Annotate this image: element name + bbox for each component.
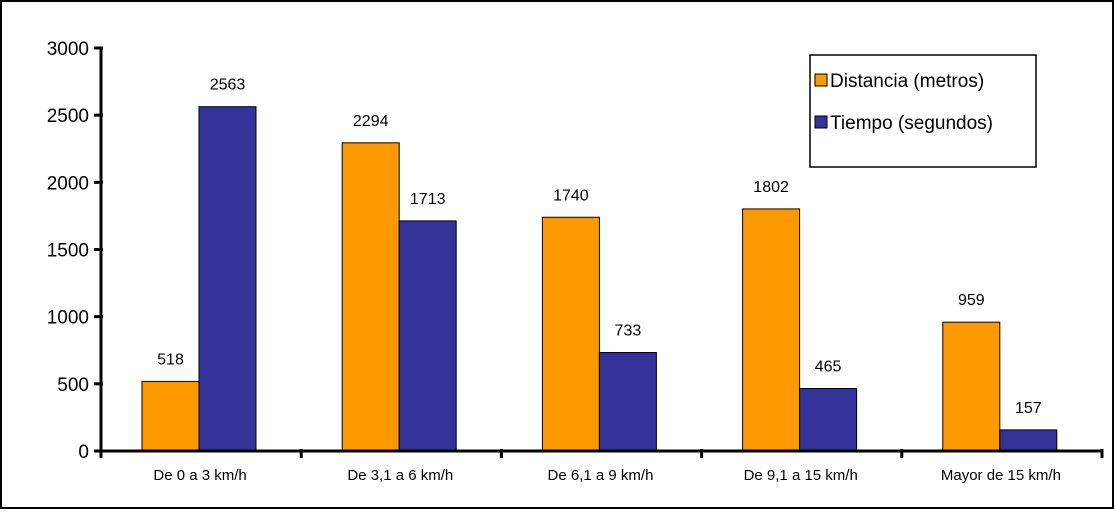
axes-layer: 0 500 1000 1500 2000 2500 3000 De 0 a 3 km/h De …: [47, 39, 1104, 484]
data-label-series1-1: 518: [157, 351, 184, 368]
data-label-series2-3: 733: [615, 323, 642, 340]
y-tick-label-5: 2000: [47, 173, 89, 194]
x-tick-label-3: De 6,1 a 9 km/h: [548, 467, 654, 484]
bar-series2-2: [398, 220, 457, 452]
y-tick-label-4: 1500: [47, 241, 89, 262]
y-tick-label-3: 1000: [47, 308, 89, 329]
legend-swatch-2: [814, 115, 828, 129]
x-tick-label-4: De 9,1 a 15 km/h: [744, 467, 858, 484]
data-label-series1-2: 2294: [353, 113, 389, 130]
bar-series2-1: [198, 106, 257, 452]
legend: Distancia (metros) Tiempo (segundos): [809, 54, 1037, 168]
bar-series1-2: [341, 142, 400, 452]
bar-series1-5: [942, 321, 1001, 452]
data-label-series2-4: 465: [815, 359, 842, 376]
bars-layer: [141, 106, 1058, 452]
legend-swatch-1: [814, 73, 828, 87]
bar-series2-3: [598, 352, 657, 452]
x-tick-label-2: De 3,1 a 6 km/h: [347, 467, 453, 484]
legend-label-1: Distancia (metros): [830, 71, 984, 92]
data-label-series2-2: 1713: [410, 191, 446, 208]
y-tick-label-6: 2500: [47, 106, 89, 127]
data-label-series2-5: 157: [1015, 400, 1042, 417]
data-label-series1-5: 959: [958, 292, 985, 309]
x-tick-label-1: De 0 a 3 km/h: [153, 467, 246, 484]
legend-box: [809, 54, 1037, 168]
y-tick-label-7: 3000: [47, 39, 89, 60]
y-tick-label-2: 500: [57, 375, 89, 396]
bar-series2-4: [799, 388, 858, 452]
legend-label-2: Tiempo (segundos): [830, 113, 993, 134]
bar-series1-4: [742, 208, 801, 452]
data-labels-layer: 518 2563 2294 1713 1740 733 1802 465 959 157: [157, 77, 1042, 417]
bar-series1-3: [541, 216, 600, 452]
data-label-series1-3: 1740: [553, 187, 589, 204]
y-tick-label-1: 0: [78, 442, 89, 463]
bar-series1-1: [141, 380, 200, 452]
bar-series2-5: [999, 429, 1058, 452]
data-label-series2-1: 2563: [210, 77, 246, 94]
x-tick-label-5: Mayor de 15 km/h: [941, 467, 1061, 484]
data-label-series1-4: 1802: [753, 179, 789, 196]
